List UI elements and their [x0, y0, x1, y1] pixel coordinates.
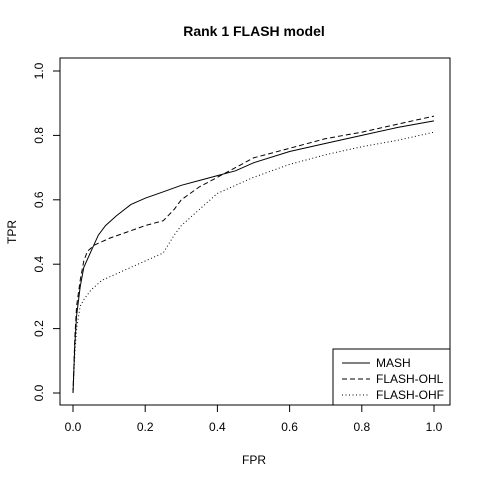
- legend-label-1: MASH: [376, 356, 411, 370]
- x-tick-label: 0.4: [209, 420, 226, 434]
- y-tick-label: 0.6: [32, 191, 46, 208]
- x-axis: 0.0 0.2 0.4 0.6 0.8 1.0: [65, 404, 443, 434]
- x-tick-label: 1.0: [426, 420, 443, 434]
- legend: MASH FLASH-OHL FLASH-OHF: [332, 348, 451, 406]
- y-tick-label: 0.0: [32, 384, 46, 401]
- chart-title: Rank 1 FLASH model: [183, 23, 325, 39]
- legend-label-2: FLASH-OHL: [376, 372, 444, 386]
- x-tick-label: 0.2: [137, 420, 154, 434]
- y-tick-label: 0.4: [32, 256, 46, 273]
- y-tick-label: 1.0: [32, 62, 46, 79]
- x-tick-label: 0.6: [281, 420, 298, 434]
- y-axis: 0.0 0.2 0.4 0.6 0.8 1.0: [32, 62, 61, 401]
- series-layer: [72, 115, 435, 394]
- x-axis-label: FPR: [242, 453, 266, 467]
- series-line-2: [72, 115, 435, 394]
- series-line-1: [72, 120, 435, 394]
- legend-box: [332, 348, 451, 406]
- x-tick-label: 0.0: [65, 420, 82, 434]
- y-tick-label: 0.8: [32, 127, 46, 144]
- legend-label-3: FLASH-OHF: [376, 388, 444, 402]
- y-axis-label: TPR: [5, 220, 19, 244]
- y-tick-label: 0.2: [32, 320, 46, 337]
- x-tick-label: 0.8: [353, 420, 370, 434]
